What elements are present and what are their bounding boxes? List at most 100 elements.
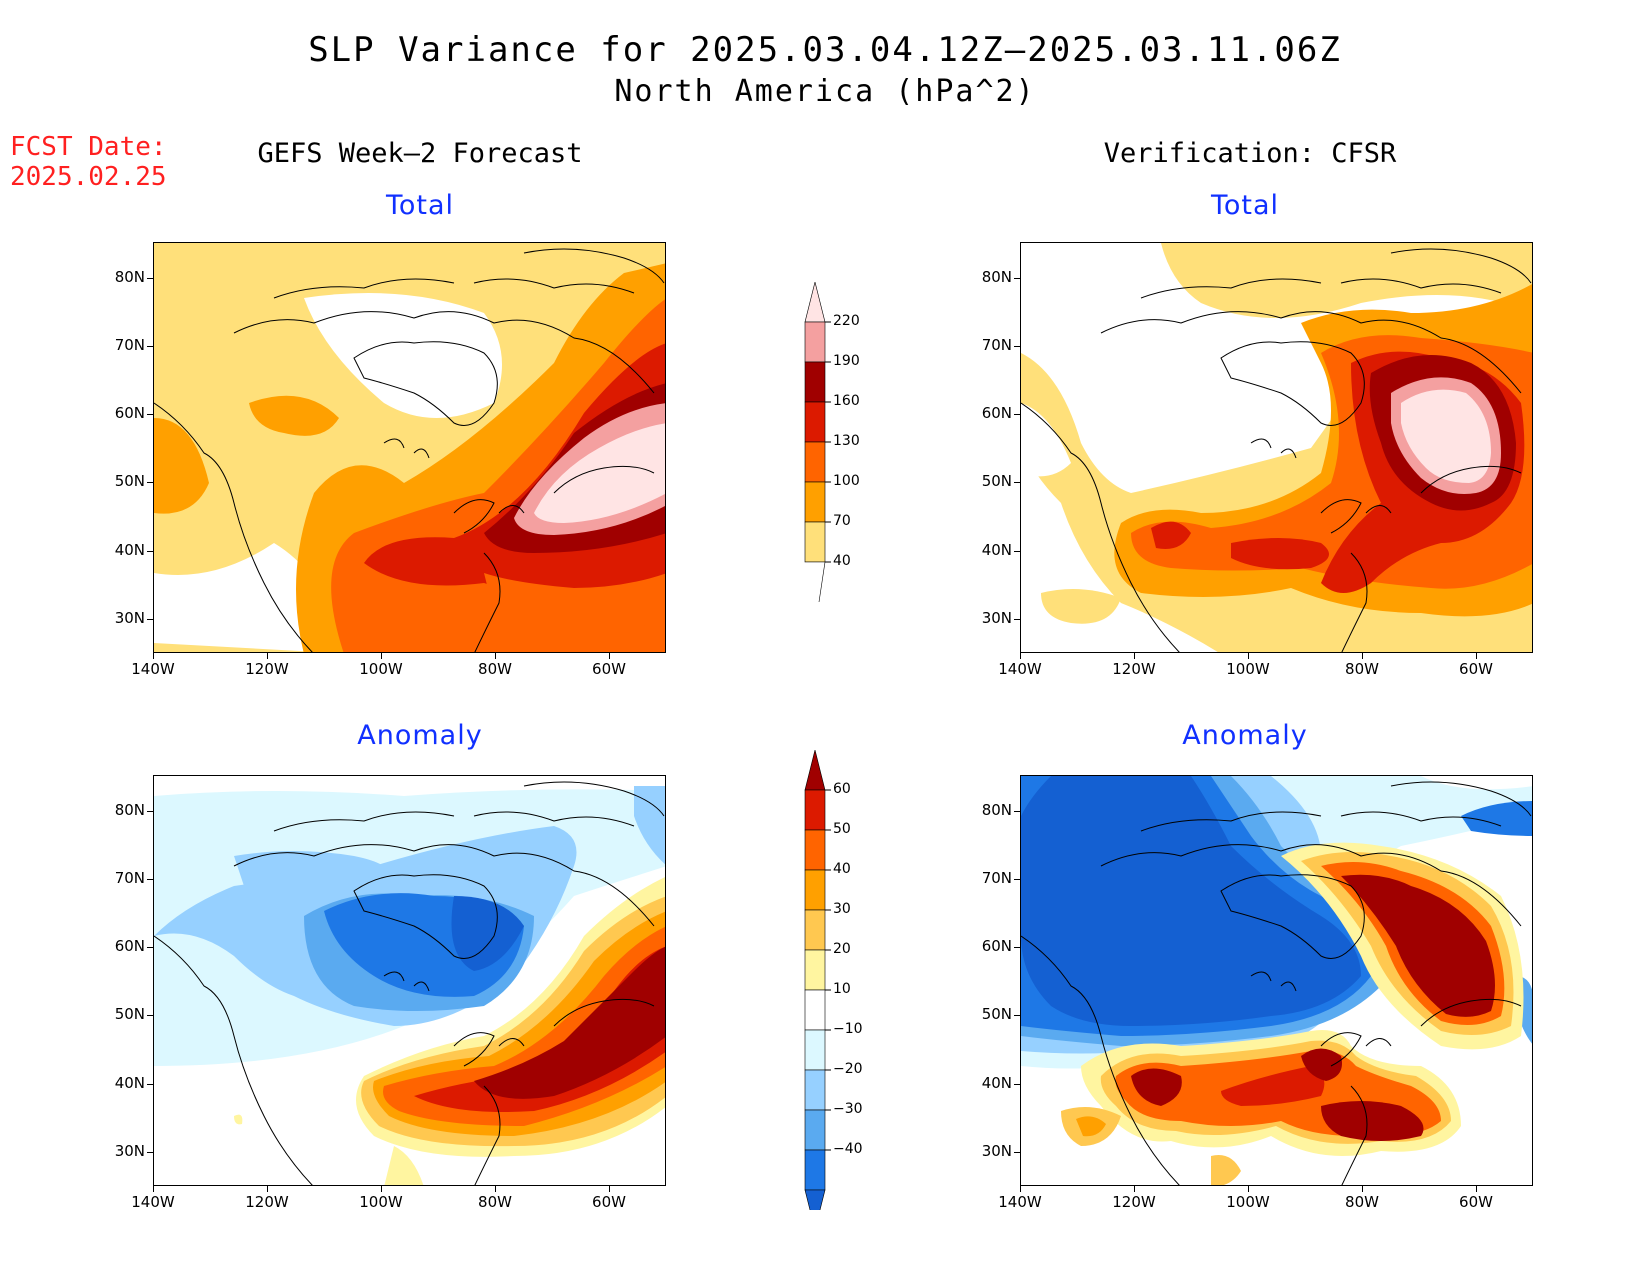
- lon-tick-verification-anomaly: [1476, 1186, 1477, 1192]
- lon-tick-forecast-anomaly: [609, 1186, 610, 1192]
- lat-tick-verification-total: [1014, 346, 1020, 347]
- lat-tick-forecast-total: [147, 346, 153, 347]
- colorbar-label: 160: [833, 393, 860, 409]
- colorbar-swatch: [804, 909, 826, 951]
- lat-label-forecast-total: 80N: [114, 268, 145, 286]
- lon-label-verification-total: 120W: [1112, 660, 1156, 678]
- lat-label-verification-anomaly: 30N: [981, 1142, 1012, 1160]
- map-forecast-anomaly: [153, 775, 666, 1186]
- lat-tick-forecast-total: [147, 619, 153, 620]
- colorbar-swatch: [804, 869, 826, 911]
- colorbar-swatch: [804, 1149, 826, 1191]
- lat-tick-forecast-anomaly: [147, 947, 153, 948]
- colorbar-swatch: [804, 521, 826, 563]
- lat-tick-verification-total: [1014, 482, 1020, 483]
- colorbar-swatch: [805, 561, 826, 603]
- lat-label-forecast-anomaly: 40N: [114, 1074, 145, 1092]
- column-header-forecast: GEFS Week–2 Forecast: [257, 138, 583, 169]
- lat-label-forecast-anomaly: 60N: [114, 937, 145, 955]
- colorbar-label: 190: [833, 353, 860, 369]
- lat-tick-forecast-anomaly: [147, 1152, 153, 1153]
- lat-label-verification-anomaly: 70N: [981, 869, 1012, 887]
- lat-tick-verification-anomaly: [1014, 1084, 1020, 1085]
- lat-tick-forecast-total: [147, 278, 153, 279]
- lon-label-verification-anomaly: 100W: [1226, 1193, 1270, 1211]
- lat-tick-forecast-total: [147, 551, 153, 552]
- lon-tick-forecast-total: [609, 653, 610, 659]
- panel-title-forecast-total: Total: [385, 190, 455, 221]
- lon-tick-verification-anomaly: [1362, 1186, 1363, 1192]
- colorbar-swatch: [804, 281, 826, 323]
- lat-label-verification-total: 50N: [981, 472, 1012, 490]
- colorbar-swatch: [804, 989, 826, 1031]
- lat-label-forecast-anomaly: 80N: [114, 801, 145, 819]
- main-subtitle: North America (hPa^2): [614, 74, 1036, 109]
- lat-label-verification-total: 60N: [981, 404, 1012, 422]
- lon-label-forecast-total: 120W: [245, 660, 289, 678]
- colorbar-total-swatches: [804, 281, 831, 603]
- lat-tick-forecast-total: [147, 482, 153, 483]
- colorbar-label: 60: [833, 781, 851, 797]
- lat-tick-forecast-total: [147, 414, 153, 415]
- lon-tick-verification-total: [1476, 653, 1477, 659]
- colorbar-swatch: [804, 481, 826, 523]
- lon-label-forecast-total: 140W: [131, 660, 175, 678]
- colorbar-label: 70: [833, 513, 851, 529]
- lat-label-forecast-anomaly: 70N: [114, 869, 145, 887]
- lat-label-forecast-total: 30N: [114, 609, 145, 627]
- lat-tick-verification-anomaly: [1014, 1152, 1020, 1153]
- colorbar-label: 100: [833, 473, 860, 489]
- colorbar-label: −30: [833, 1101, 863, 1117]
- lon-tick-forecast-anomaly: [267, 1186, 268, 1192]
- colorbar-label: 40: [833, 553, 851, 569]
- forecast-date-value: 2025.02.25: [10, 162, 167, 192]
- lon-label-verification-total: 80W: [1345, 660, 1379, 678]
- lat-tick-verification-total: [1014, 278, 1020, 279]
- lat-tick-verification-anomaly: [1014, 1015, 1020, 1016]
- lat-tick-verification-anomaly: [1014, 879, 1020, 880]
- colorbar-swatch: [804, 1069, 826, 1111]
- colorbar-label: −10: [833, 1021, 863, 1037]
- lon-tick-forecast-total: [495, 653, 496, 659]
- lon-label-forecast-total: 60W: [592, 660, 626, 678]
- lon-label-forecast-anomaly: 120W: [245, 1193, 289, 1211]
- colorbar-swatch: [804, 829, 826, 871]
- lat-label-forecast-total: 40N: [114, 541, 145, 559]
- forecast-date-label: FCST Date:: [10, 132, 167, 162]
- lat-tick-verification-total: [1014, 619, 1020, 620]
- colorbar-label: 130: [833, 433, 860, 449]
- lat-tick-forecast-anomaly: [147, 1084, 153, 1085]
- lon-tick-forecast-total: [381, 653, 382, 659]
- lat-label-verification-anomaly: 50N: [981, 1005, 1012, 1023]
- lat-label-forecast-total: 60N: [114, 404, 145, 422]
- map-verification-anomaly: [1020, 775, 1533, 1186]
- colorbar-label: 220: [833, 313, 860, 329]
- lon-label-verification-anomaly: 120W: [1112, 1193, 1156, 1211]
- lon-label-verification-anomaly: 140W: [998, 1193, 1042, 1211]
- lat-tick-verification-anomaly: [1014, 947, 1020, 948]
- lon-tick-verification-anomaly: [1020, 1186, 1021, 1192]
- colorbar-swatch: [804, 441, 826, 483]
- colorbar-label: 20: [833, 941, 851, 957]
- lon-tick-forecast-anomaly: [153, 1186, 154, 1192]
- colorbar-swatch: [804, 1109, 826, 1151]
- colorbar-swatch: [804, 321, 826, 363]
- panel-title-forecast-anomaly: Anomaly: [357, 720, 483, 751]
- colorbar-swatch: [804, 1029, 826, 1071]
- lon-label-verification-total: 140W: [998, 660, 1042, 678]
- colorbar-label: 40: [833, 861, 851, 877]
- colorbar-label: −40: [833, 1141, 863, 1157]
- lon-label-verification-total: 60W: [1459, 660, 1493, 678]
- lon-tick-forecast-total: [153, 653, 154, 659]
- lat-label-verification-anomaly: 80N: [981, 801, 1012, 819]
- lat-label-forecast-total: 50N: [114, 472, 145, 490]
- lat-tick-verification-total: [1014, 551, 1020, 552]
- column-header-verification: Verification: CFSR: [1103, 138, 1397, 169]
- lon-tick-forecast-anomaly: [381, 1186, 382, 1192]
- lon-tick-verification-total: [1248, 653, 1249, 659]
- lon-label-forecast-anomaly: 100W: [359, 1193, 403, 1211]
- lon-label-forecast-total: 80W: [478, 660, 512, 678]
- lon-tick-verification-anomaly: [1248, 1186, 1249, 1192]
- panel-title-verification-total: Total: [1210, 190, 1280, 221]
- map-forecast-total: [153, 242, 666, 653]
